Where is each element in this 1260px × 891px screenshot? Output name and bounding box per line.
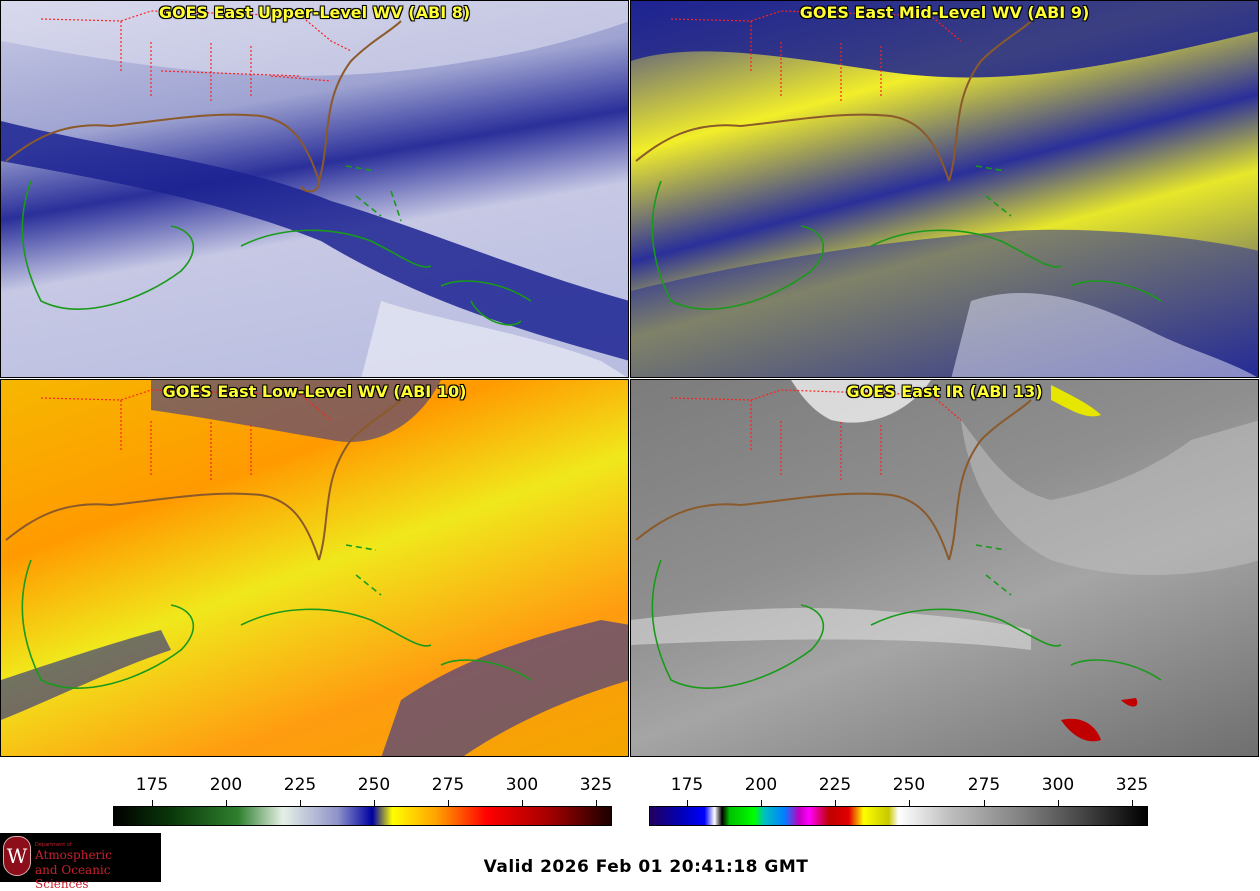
wv-tick-mark: [596, 800, 597, 806]
ir-imagery: [631, 380, 1258, 742]
panel-mid-level-wv: GOES East Mid-Level WV (ABI 9): [630, 0, 1259, 378]
mid-wv-imagery: [631, 1, 1258, 377]
ir-tick-mark: [761, 800, 762, 806]
wv-tick-label: 250: [357, 775, 391, 795]
ir-tick-label: 200: [744, 775, 778, 795]
wv-tick-label: 275: [431, 775, 465, 795]
wv-tick-label: 200: [209, 775, 243, 795]
panel-ir: GOES East IR (ABI 13): [630, 379, 1259, 757]
wv-tick-mark: [152, 800, 153, 806]
ir-tick-mark: [984, 800, 985, 806]
panel-upper-level-wv: GOES East Upper-Level WV (ABI 8): [0, 0, 629, 378]
logo-line-department: Department of: [35, 842, 72, 848]
panel-title: GOES East IR (ABI 13): [846, 382, 1043, 401]
low-wv-imagery: [1, 380, 628, 756]
upper-wv-imagery: [1, 1, 628, 377]
wv-tick-mark: [374, 800, 375, 806]
wv-tick-label: 225: [283, 775, 317, 795]
wv-tick-mark: [300, 800, 301, 806]
ir-tick-mark: [1132, 800, 1133, 806]
ir-colorbar: [649, 806, 1148, 826]
panel-low-level-wv: GOES East Low-Level WV (ABI 10): [0, 379, 629, 757]
logo-line-atmospheric: Atmospheric: [35, 848, 112, 862]
ir-tick-label: 225: [818, 775, 852, 795]
ir-tick-label: 250: [892, 775, 926, 795]
wv-tick-mark: [226, 800, 227, 806]
ir-tick-mark: [687, 800, 688, 806]
wv-tick-label: 325: [579, 775, 613, 795]
panel-title: GOES East Low-Level WV (ABI 10): [162, 382, 467, 401]
ir-tick-label: 175: [670, 775, 704, 795]
ir-tick-label: 275: [967, 775, 1001, 795]
wv-tick-mark: [522, 800, 523, 806]
ir-tick-mark: [909, 800, 910, 806]
ir-tick-label: 325: [1115, 775, 1149, 795]
ir-tick-mark: [1058, 800, 1059, 806]
panel-title: GOES East Mid-Level WV (ABI 9): [799, 3, 1090, 22]
wv-colorbar: [113, 806, 612, 826]
ir-tick-label: 300: [1041, 775, 1075, 795]
wv-tick-label: 175: [135, 775, 169, 795]
wv-tick-mark: [448, 800, 449, 806]
uw-seal-icon: W: [3, 836, 31, 876]
valid-time: Valid 2026 Feb 01 20:41:18 GMT: [483, 857, 809, 877]
ir-tick-mark: [835, 800, 836, 806]
panel-title: GOES East Upper-Level WV (ABI 8): [158, 3, 471, 22]
wv-tick-label: 300: [505, 775, 539, 795]
